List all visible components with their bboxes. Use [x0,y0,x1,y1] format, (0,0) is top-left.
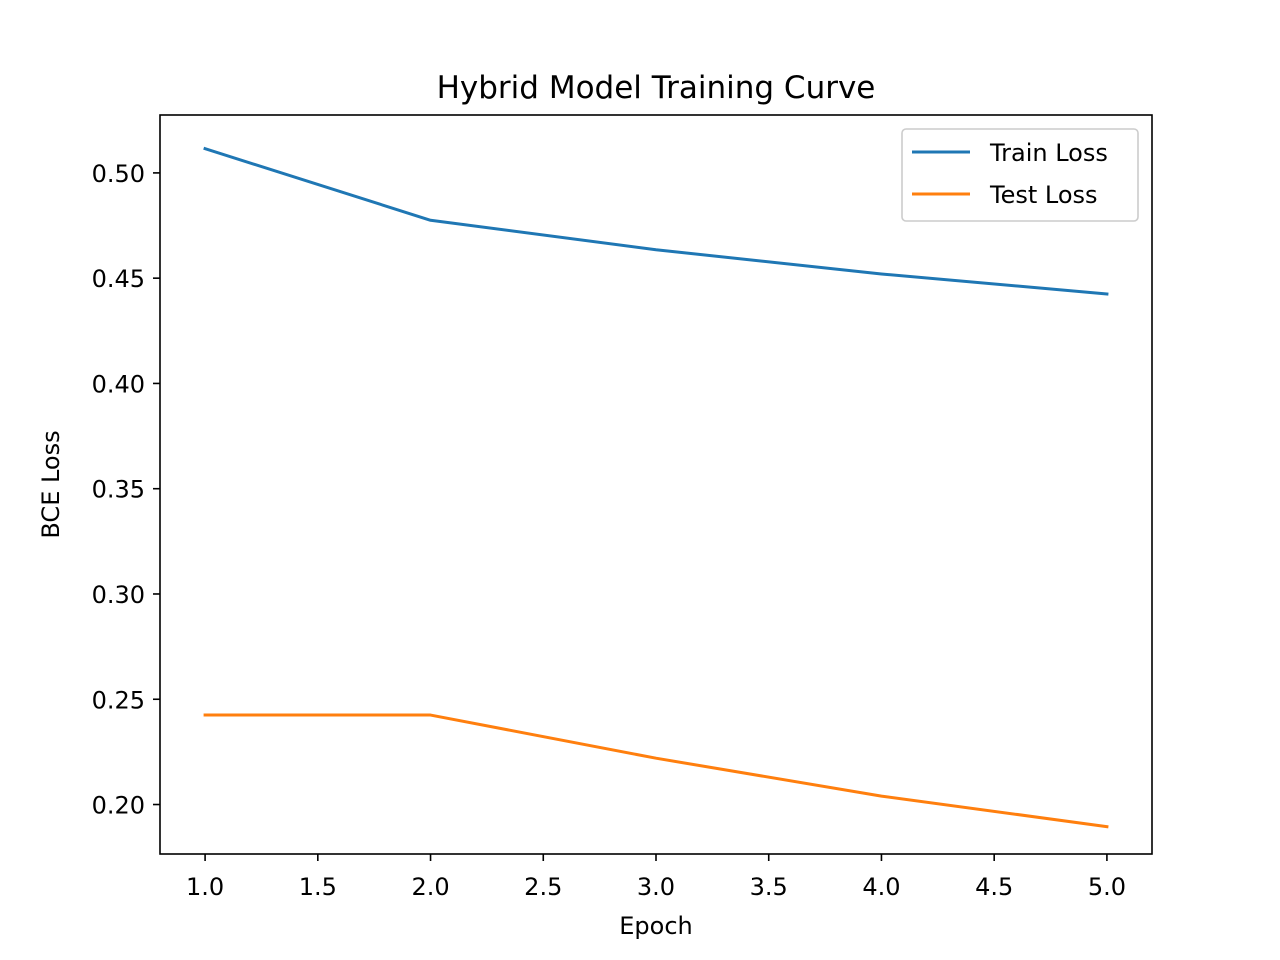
y-tick-label: 0.40 [92,370,145,398]
series-line-test-loss [203,713,1109,829]
x-tick-label: 5.0 [1088,873,1126,901]
y-tick-label: 0.35 [92,476,145,504]
x-tick-label: 2.0 [411,873,449,901]
y-tick-label: 0.50 [92,160,145,188]
legend: Train Loss Test Loss [901,128,1139,222]
x-tick-label: 1.5 [299,873,337,901]
legend-label-train-loss: Train Loss [989,139,1108,167]
chart-title: Hybrid Model Training Curve [437,70,876,106]
series-line-train-loss [203,146,1109,296]
legend-label-test-loss: Test Loss [989,181,1098,209]
plot-area [160,115,1152,854]
x-tick-label: 3.5 [750,873,788,901]
x-tick-label: 3.0 [637,873,675,901]
x-tick-label: 1.0 [186,873,224,901]
x-axis-ticks: 1.0 1.5 2.0 2.5 3.0 3.5 4.0 4.5 5.0 [186,854,1126,901]
x-tick-label: 4.0 [862,873,900,901]
y-tick-label: 0.25 [92,686,145,714]
plot-background [160,115,1152,854]
y-axis-ticks: 0.20 0.25 0.30 0.35 0.40 0.45 0.50 [92,160,160,820]
y-tick-label: 0.30 [92,581,145,609]
x-tick-label: 4.5 [975,873,1013,901]
y-axis-label: BCE Loss [37,430,65,538]
y-tick-label: 0.45 [92,265,145,293]
x-axis-label: Epoch [619,912,693,940]
y-tick-label: 0.20 [92,792,145,820]
series-layer [203,146,1109,829]
x-tick-label: 2.5 [524,873,562,901]
